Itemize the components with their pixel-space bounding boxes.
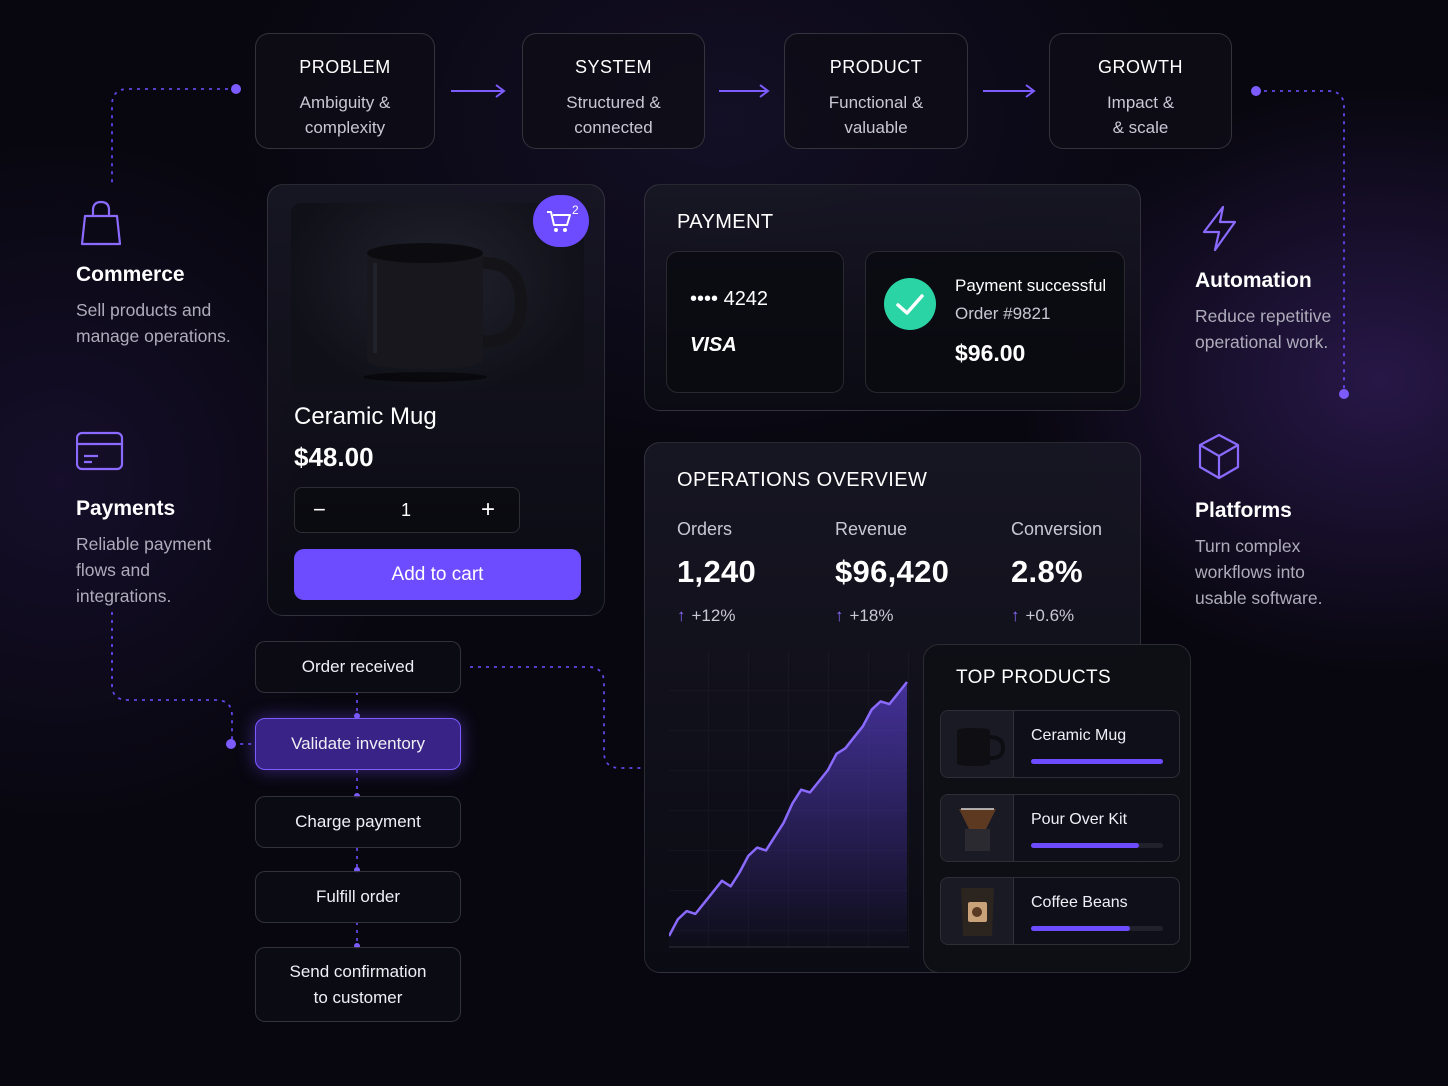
metric-change-value: +12% [691, 606, 736, 625]
metric-label: Conversion [1011, 519, 1103, 539]
top-product-bar [1031, 843, 1163, 848]
step-title: GROWTH [1098, 57, 1183, 77]
feature-commerce: Commerce Sell products and manage operat… [76, 198, 256, 349]
step-subtitle: Impact & & scale [1106, 93, 1175, 137]
feature-title: Automation [1195, 269, 1312, 292]
card-brand: VISA [690, 334, 737, 356]
workflow-step-fulfill-order[interactable]: Fulfill order [255, 871, 461, 923]
trend-line [669, 681, 908, 937]
payment-amount: $96.00 [955, 340, 1026, 366]
product-thumbnail [941, 795, 1014, 861]
feature-description: Reliable payment flows and integrations. [76, 534, 212, 606]
product-price: $48.00 [294, 442, 374, 472]
product-image [291, 203, 584, 391]
workflow-step-send-confirmation[interactable]: Send confirmation to customer [255, 947, 461, 1022]
payment-panel: PAYMENT •••• 4242 VISA Payment successfu… [644, 184, 1141, 411]
top-product-row[interactable]: Ceramic Mug [940, 710, 1180, 778]
coffee-beans-thumbnail-icon [961, 888, 994, 936]
metric-conversion: Conversion 2.8% ↑ +0.6% [1011, 519, 1102, 626]
order-number: Order #9821 [955, 304, 1051, 323]
feature-platforms: Platforms Turn complex workflows into us… [1195, 432, 1395, 611]
shopping-bag-icon [80, 200, 122, 246]
mug-thumbnail-icon [957, 728, 1006, 766]
metric-change: ↑ +12% [677, 606, 756, 626]
top-product-name: Coffee Beans [1031, 894, 1128, 911]
arrow-right-icon [983, 84, 1036, 98]
feature-automation: Automation Reduce repetitive operational… [1195, 204, 1395, 355]
feature-payments: Payments Reliable payment flows and inte… [75, 430, 256, 609]
revenue-trend-chart [669, 651, 909, 948]
top-product-row[interactable]: Pour Over Kit [940, 794, 1180, 862]
step-system: SYSTEM Structured & connected [522, 33, 705, 149]
arrow-up-icon: ↑ [835, 606, 844, 625]
pour-over-thumbnail-icon [959, 808, 996, 851]
top-product-bar-fill [1031, 759, 1163, 764]
top-product-name: Pour Over Kit [1031, 811, 1128, 828]
top-product-bar-fill [1031, 843, 1140, 848]
lightning-bolt-icon [1202, 205, 1237, 252]
top-product-bar [1031, 926, 1163, 931]
mug-image [363, 243, 528, 382]
arrow-right-icon [451, 84, 506, 98]
top-product-bar [1031, 759, 1163, 764]
step-subtitle: Structured & connected [566, 93, 661, 137]
quantity-value[interactable]: 1 [401, 500, 412, 520]
add-to-cart-button[interactable]: Add to cart [294, 549, 581, 600]
payment-status: Payment successful [955, 276, 1107, 295]
top-product-row[interactable]: Coffee Beans [940, 877, 1180, 945]
top-products-title: TOP PRODUCTS [956, 667, 1112, 688]
top-product-bar-fill [1031, 926, 1130, 931]
arrow-up-icon: ↑ [1011, 606, 1020, 625]
feature-title: Payments [76, 497, 176, 520]
card-tile[interactable]: •••• 4242 VISA [666, 251, 844, 393]
feature-description: Sell products and manage operations. [76, 300, 231, 346]
metric-value: 2.8% [1011, 554, 1083, 589]
cube-icon [1198, 433, 1240, 480]
quantity-stepper: − 1 + [294, 487, 520, 533]
step-subtitle: Functional & valuable [828, 93, 924, 137]
workflow-step-validate-inventory[interactable]: Validate inventory [255, 718, 461, 770]
feature-title: Platforms [1195, 499, 1292, 522]
arrow-up-icon: ↑ [677, 606, 686, 625]
metric-value: $96,420 [835, 554, 950, 589]
feature-description: Reduce repetitive operational work. [1195, 306, 1332, 352]
step-product: PRODUCT Functional & valuable [784, 33, 968, 149]
cart-icon [547, 211, 571, 232]
metric-value: 1,240 [677, 554, 757, 589]
metric-orders: Orders 1,240 ↑ +12% [677, 519, 756, 626]
metric-change-value: +0.6% [1025, 606, 1075, 625]
operations-title: OPERATIONS OVERVIEW [677, 469, 928, 491]
cart-count-badge: 2 [572, 203, 579, 217]
feature-description: Turn complex workflows into usable softw… [1195, 536, 1323, 608]
product-thumbnail [941, 878, 1014, 944]
arrow-right-icon [719, 84, 770, 98]
feature-title: Commerce [76, 263, 185, 286]
card-number: •••• 4242 [690, 288, 769, 310]
metric-revenue: Revenue $96,420 ↑ +18% [835, 519, 949, 626]
step-title: PRODUCT [829, 57, 923, 77]
increment-button[interactable]: + [481, 496, 496, 523]
metric-change: ↑ +0.6% [1011, 606, 1102, 626]
metric-change-value: +18% [849, 606, 894, 625]
cart-button[interactable]: 2 [533, 195, 589, 247]
top-product-name: Ceramic Mug [1031, 727, 1127, 744]
workflow-step-order-received[interactable]: Order received [255, 641, 461, 693]
step-title: SYSTEM [574, 57, 652, 77]
payment-title: PAYMENT [677, 211, 774, 233]
product-name: Ceramic Mug [294, 403, 437, 430]
checkmark-icon [884, 278, 936, 330]
metric-change: ↑ +18% [835, 606, 949, 626]
metric-label: Orders [677, 519, 733, 539]
decrement-button[interactable]: − [313, 497, 326, 522]
product-thumbnail [941, 711, 1014, 777]
step-title: PROBLEM [299, 57, 391, 77]
step-growth: GROWTH Impact & & scale [1049, 33, 1232, 149]
product-card: 2 Ceramic Mug $48.00 − 1 + Add to cart [267, 184, 605, 616]
metric-label: Revenue [835, 519, 908, 539]
step-subtitle: Ambiguity & complexity [299, 93, 391, 137]
step-problem: PROBLEM Ambiguity & complexity [255, 33, 435, 149]
payment-status-tile: Payment successful Order #9821 $96.00 [865, 251, 1125, 393]
credit-card-icon [75, 431, 124, 471]
workflow-step-charge-payment[interactable]: Charge payment [255, 796, 461, 848]
